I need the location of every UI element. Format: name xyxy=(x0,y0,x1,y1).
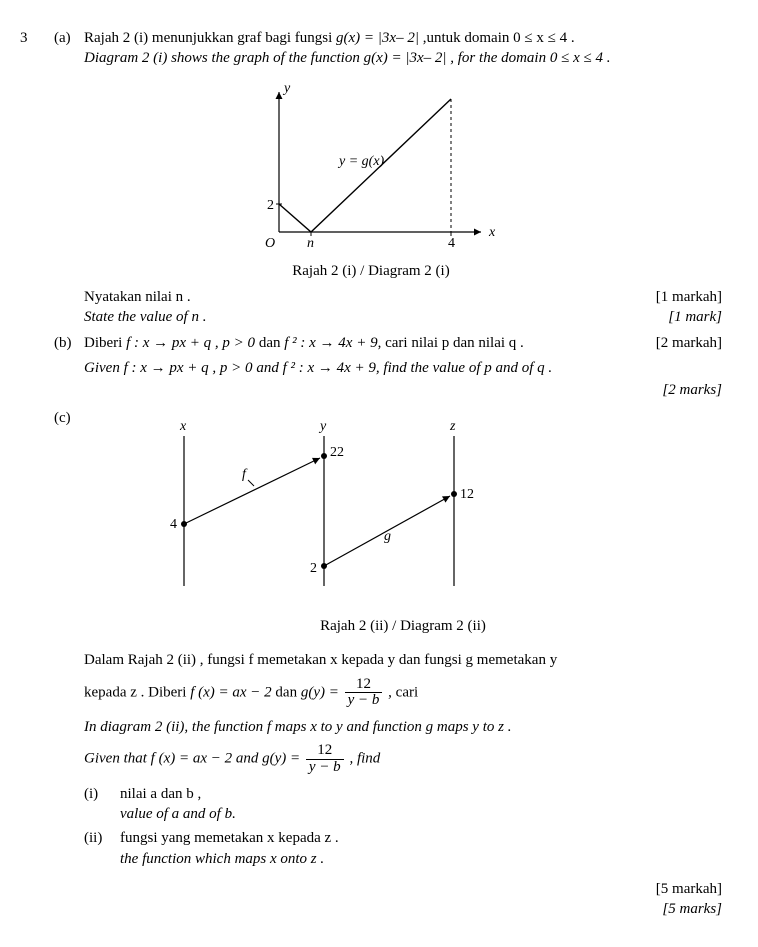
part-a-label: (a) xyxy=(54,28,84,69)
diagram-2ii-wrap: x y z f g 4 22 2 12 xyxy=(124,416,722,596)
c-x-val: 4 xyxy=(170,517,177,532)
c-z-val: 12 xyxy=(460,487,474,502)
c-ii: (ii) fungsi yang memetakan x kepada z . … xyxy=(84,828,722,869)
question-3b: (b) Diberi f : x → px + q , p > 0 dan f … xyxy=(20,333,722,400)
c-y-top: 22 xyxy=(330,445,344,460)
a-prompt-en: State the value of n . xyxy=(84,307,668,327)
c-y-label: y xyxy=(318,419,327,434)
part-a-body: Rajah 2 (i) menunjukkan graf bagi fungsi… xyxy=(84,28,722,69)
c-x-label: x xyxy=(179,419,187,434)
g-label: g xyxy=(384,529,391,544)
b-marks-en: [2 marks] xyxy=(84,380,722,400)
c-i: (i) nilai a dan b , value of a and of b. xyxy=(84,784,722,825)
b-line-ms: Diberi f : x → px + q , p > 0 dan f ² : … xyxy=(84,333,656,353)
b-line-en: Given f : x → px + q , p > 0 and f ² : x… xyxy=(84,358,722,378)
c-ms-l2: kepada z . Diberi f (x) = ax − 2 dan g(y… xyxy=(84,677,722,710)
curve-label: y = g(x) xyxy=(337,154,385,169)
c-en-l2: Given that f (x) = ax − 2 and g(y) = 12y… xyxy=(84,743,722,776)
part-b-label: (b) xyxy=(54,333,84,400)
a-prompt-ms: Nyatakan nilai n . xyxy=(84,287,656,307)
question-3c: (c) x y z xyxy=(20,408,722,919)
c-marks-ms: [5 markah] xyxy=(84,879,722,899)
diagram-2i-wrap: 2 y x O n 4 y = g(x) xyxy=(20,77,722,257)
c-en-l1: In diagram 2 (ii), the function f maps x… xyxy=(84,717,722,737)
y-axis-label: y xyxy=(282,81,291,96)
origin-label: O xyxy=(265,236,275,251)
question-number: 3 xyxy=(20,28,54,69)
part-b-body: Diberi f : x → px + q , p > 0 dan f ² : … xyxy=(84,333,722,400)
c-ms-l1: Dalam Rajah 2 (ii) , fungsi f memetakan … xyxy=(84,650,722,670)
x-tick-4: 4 xyxy=(448,236,455,251)
a-line1-en: Diagram 2 (i) shows the graph of the fun… xyxy=(84,48,722,68)
c-marks-en: [5 marks] xyxy=(84,899,722,919)
c-ii-label: (ii) xyxy=(84,828,120,869)
a-marks-ms: [1 markah] xyxy=(656,287,722,307)
b-marks-ms: [2 markah] xyxy=(656,333,722,353)
part-c-label: (c) xyxy=(54,408,84,919)
c-ii-ms: fungsi yang memetakan x kepada z . xyxy=(120,828,339,848)
diagram-2ii-svg: x y z f g 4 22 2 12 xyxy=(124,416,524,596)
c-ii-en: the function which maps x onto z . xyxy=(120,849,339,869)
a-line1-ms: Rajah 2 (i) menunjukkan graf bagi fungsi… xyxy=(84,28,722,48)
a-marks-en: [1 mark] xyxy=(668,307,722,327)
part-c-body: x y z f g 4 22 2 12 R xyxy=(84,408,722,919)
c-y-bot: 2 xyxy=(310,561,317,576)
y-tick-2: 2 xyxy=(267,198,274,213)
x-axis-label: x xyxy=(488,225,496,240)
x-tick-n: n xyxy=(307,236,314,251)
c-i-label: (i) xyxy=(84,784,120,825)
question-3a: 3 (a) Rajah 2 (i) menunjukkan graf bagi … xyxy=(20,28,722,69)
c-i-ms: nilai a dan b , xyxy=(120,784,236,804)
diagram-2i-caption: Rajah 2 (i) / Diagram 2 (i) xyxy=(20,261,722,281)
diagram-2ii-caption: Rajah 2 (ii) / Diagram 2 (ii) xyxy=(84,616,722,636)
diagram-2i-svg: 2 y x O n 4 y = g(x) xyxy=(221,77,521,257)
c-z-label: z xyxy=(449,419,456,434)
c-i-en: value of a and of b. xyxy=(120,804,236,824)
f-label: f xyxy=(242,467,248,482)
a-prompts: Nyatakan nilai n . [1 markah] State the … xyxy=(84,287,722,328)
